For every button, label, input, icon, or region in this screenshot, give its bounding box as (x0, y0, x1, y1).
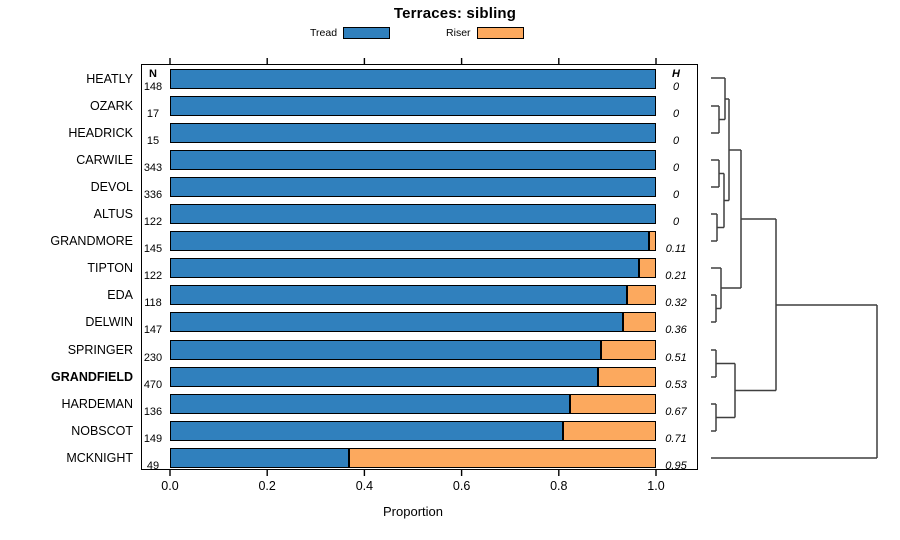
riser-bar-segment (648, 231, 656, 252)
site-label: HEADRICK (68, 125, 133, 140)
n-count-value: 343 (143, 161, 163, 174)
x-axis-label: Proportion (383, 504, 443, 519)
x-tick-label: 0.6 (452, 479, 471, 493)
n-count-value: 122 (143, 270, 163, 283)
tread-bar-segment (170, 122, 656, 143)
riser-bar-segment (601, 339, 656, 360)
n-count-value: 148 (143, 80, 163, 93)
n-count-value: 470 (143, 378, 163, 391)
tread-bar-segment (170, 420, 563, 441)
site-label: MCKNIGHT (66, 450, 133, 465)
h-diversity-value: 0 (672, 161, 680, 174)
tread-bar-segment (170, 149, 656, 170)
h-diversity-value: 0.21 (665, 270, 687, 283)
tread-bar-segment (170, 339, 602, 360)
h-diversity-value: 0 (672, 216, 680, 228)
site-label: DEVOL (90, 179, 133, 194)
site-label: ALTUS (93, 207, 133, 221)
n-count-value: 17 (146, 107, 160, 120)
n-count-value: 122 (143, 216, 163, 228)
h-diversity-value: 0.67 (665, 405, 687, 418)
tread-bar-segment (170, 176, 656, 197)
h-diversity-value: 0 (672, 107, 680, 120)
legend-swatch-riser (476, 27, 524, 39)
h-diversity-value: 0.51 (665, 351, 687, 364)
n-count-value: 336 (143, 188, 163, 201)
riser-bar-segment (639, 258, 656, 279)
tread-bar-segment (170, 258, 640, 279)
x-tick-label: 0.2 (258, 479, 276, 493)
h-diversity-value: 0.32 (665, 297, 687, 310)
x-tick-label: 1.0 (647, 479, 665, 493)
riser-bar-segment (598, 366, 656, 387)
tread-bar-segment (170, 285, 628, 306)
site-label: HEATLY (86, 71, 133, 86)
h-diversity-value: 0.36 (665, 324, 687, 337)
site-label: SPRINGER (67, 342, 133, 357)
site-label: GRANDMORE (50, 234, 133, 249)
tread-bar-segment (170, 204, 656, 224)
x-tick-label: 0.0 (161, 479, 179, 493)
h-diversity-value: 0 (672, 188, 680, 201)
site-label: EDA (107, 288, 133, 303)
site-label: NOBSCOT (71, 423, 133, 438)
site-label: HARDEMAN (61, 396, 133, 411)
x-tick-label: 0.8 (550, 479, 568, 493)
tread-bar-segment (170, 68, 656, 89)
h-column-header: H (672, 68, 680, 80)
n-count-value: 145 (143, 243, 163, 256)
h-diversity-value: 0.95 (665, 459, 687, 472)
tread-bar-segment (170, 393, 571, 414)
n-count-value: 136 (143, 405, 163, 418)
h-diversity-value: 0 (672, 134, 680, 147)
legend-swatch-tread (343, 27, 391, 39)
h-diversity-value: 0.53 (665, 378, 687, 391)
site-label: GRANDFIELD (51, 369, 133, 384)
n-count-value: 49 (146, 459, 160, 472)
riser-bar-segment (627, 285, 656, 306)
legend-label-tread: Tread (310, 27, 338, 39)
h-diversity-value: 0.71 (665, 432, 687, 445)
h-diversity-value: 0.11 (665, 243, 687, 256)
h-diversity-value: 0 (672, 80, 680, 93)
n-count-value: 15 (146, 134, 160, 147)
riser-bar-segment (562, 420, 656, 441)
n-count-value: 149 (143, 432, 163, 445)
n-count-value: 147 (143, 324, 163, 337)
riser-bar-segment (348, 447, 656, 468)
chart-legend: Tread Riser (310, 26, 524, 40)
site-label: TIPTON (87, 261, 133, 276)
site-label: OZARK (89, 98, 133, 113)
riser-bar-segment (570, 393, 656, 414)
tread-bar-segment (170, 366, 599, 387)
legend-label-riser: Riser (446, 27, 471, 39)
tread-bar-segment (170, 231, 649, 252)
site-label: DELWIN (85, 315, 133, 330)
tread-bar-segment (170, 447, 349, 468)
chart-title: Terraces: sibling (393, 5, 517, 22)
tread-bar-segment (170, 312, 623, 333)
n-count-value: 118 (144, 297, 162, 310)
riser-bar-segment (622, 312, 656, 333)
tread-bar-segment (170, 95, 656, 116)
x-tick-label: 0.4 (355, 479, 374, 493)
n-count-value: 230 (143, 351, 163, 364)
n-column-header: N (149, 68, 157, 80)
site-label: CARWILE (76, 152, 133, 167)
